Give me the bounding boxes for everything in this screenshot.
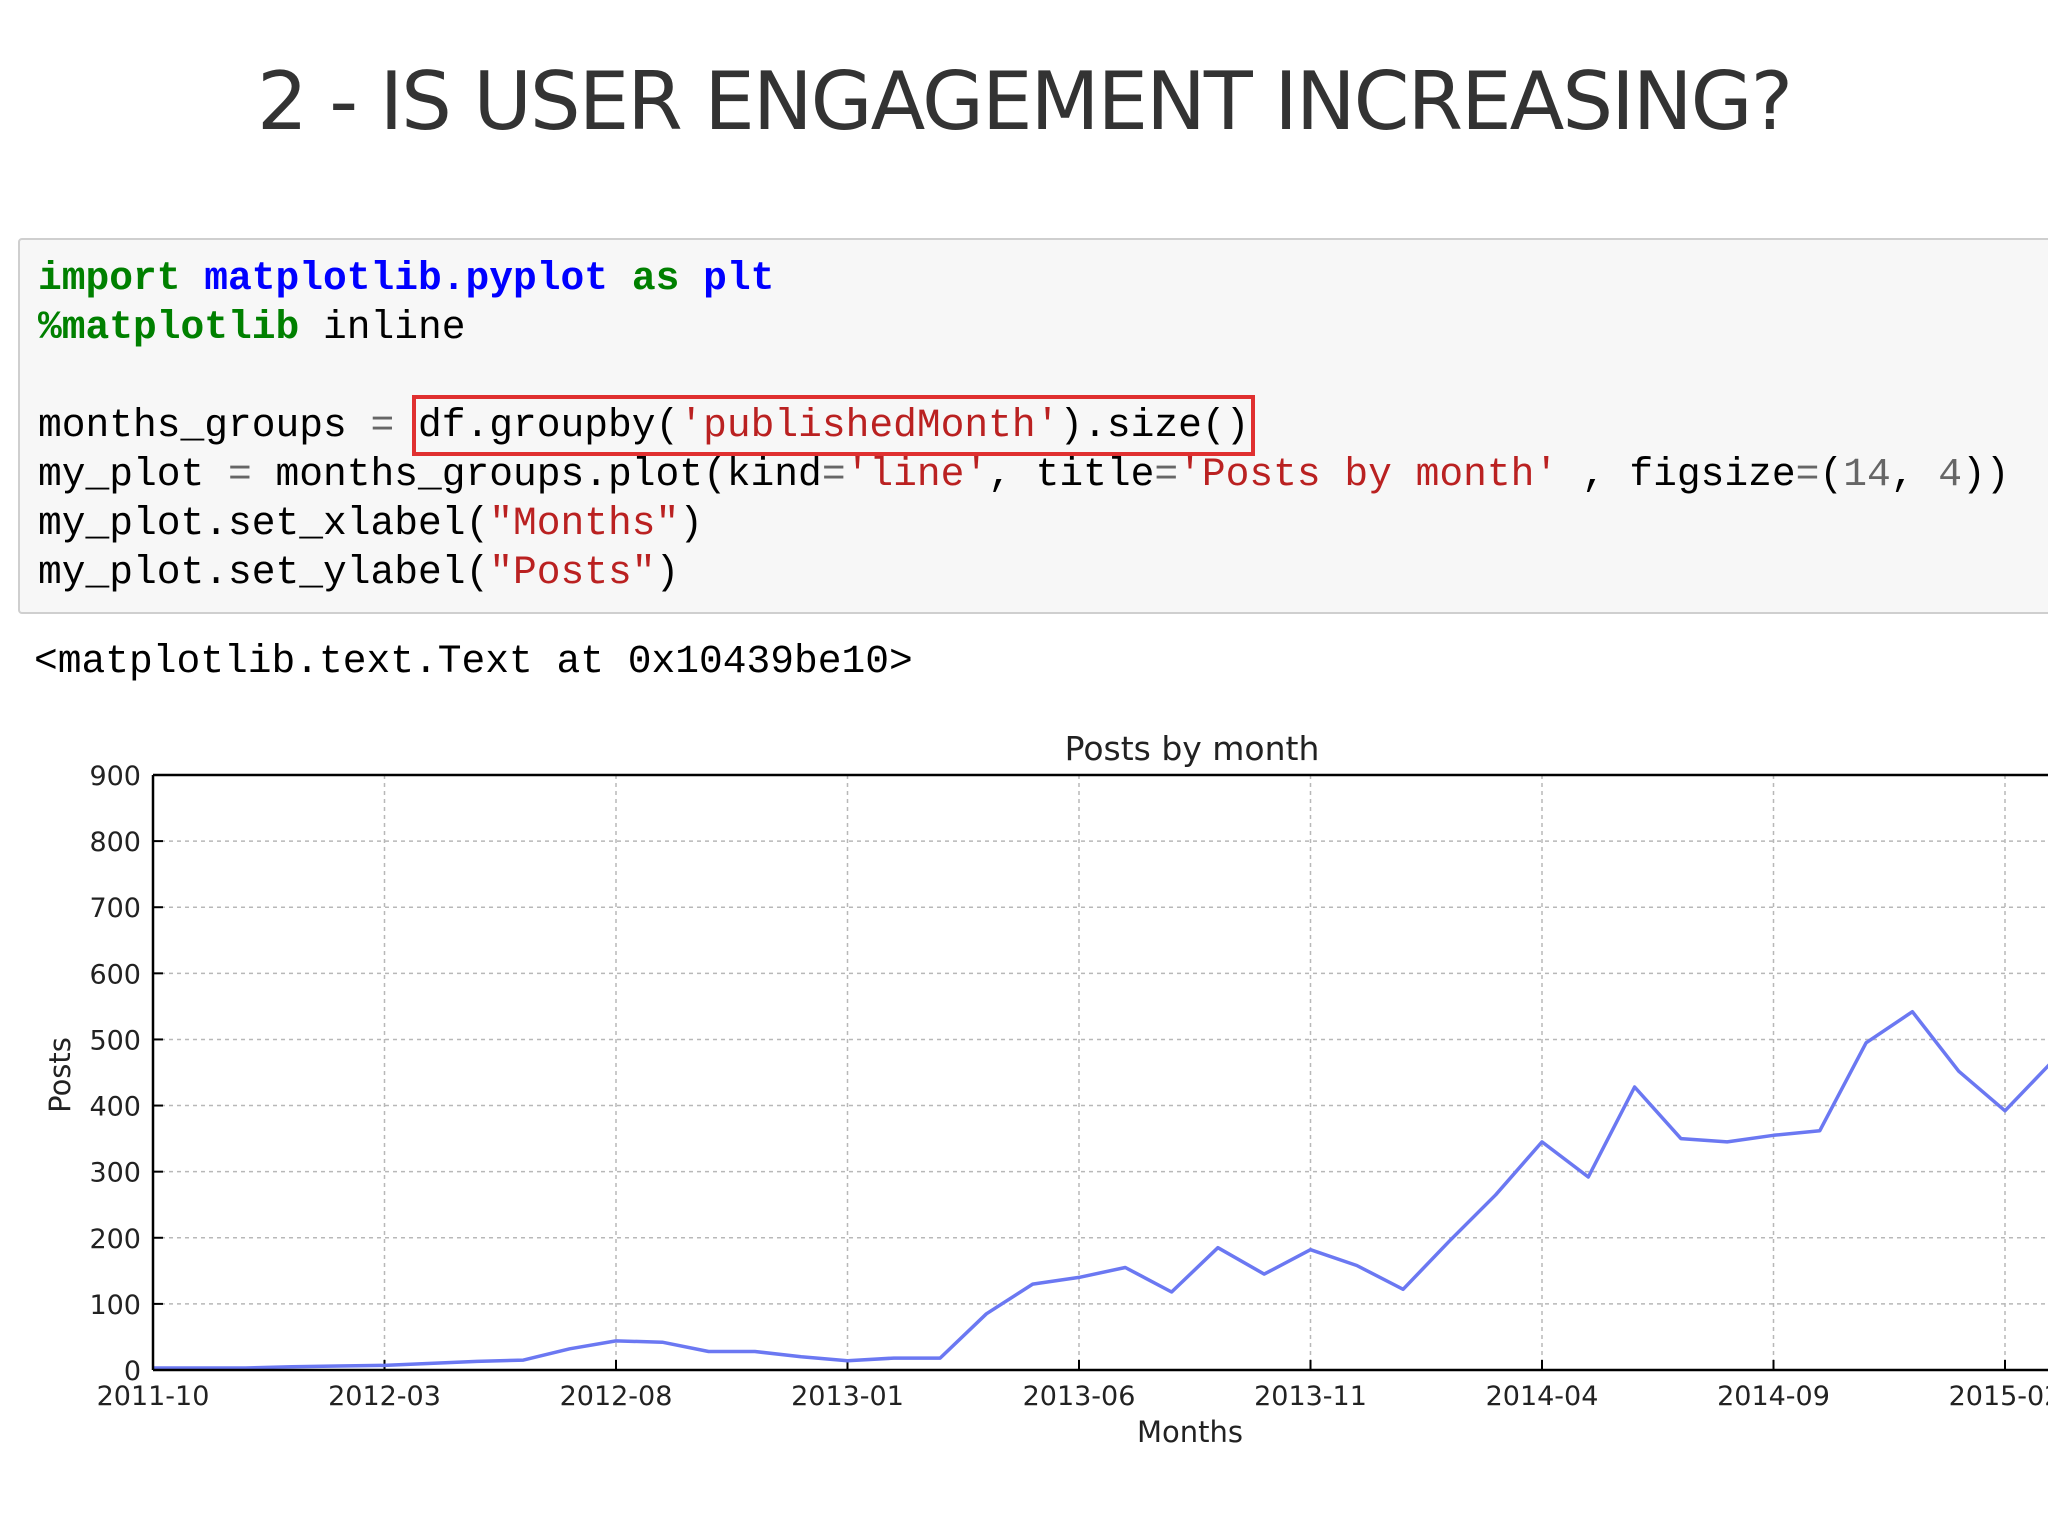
- x-tick-label: 2011-10: [97, 1381, 210, 1412]
- code-token: df.groupby(: [418, 403, 680, 448]
- code-token: ,: [1890, 452, 1939, 497]
- x-tick-label: 2014-09: [1717, 1381, 1830, 1412]
- y-tick-label: 700: [89, 893, 141, 924]
- x-tick-label: 2015-02: [1949, 1381, 2048, 1412]
- code-token: "Posts": [489, 550, 656, 595]
- code-token: my_plot.set_ylabel(: [38, 550, 490, 595]
- code-token: 'Posts by month': [1178, 452, 1559, 497]
- code-line-2: %matplotlib inline: [38, 305, 466, 350]
- x-tick-label: 2014-04: [1486, 1381, 1599, 1412]
- code-token: 4: [1938, 452, 1962, 497]
- x-tick-label: 2012-03: [328, 1381, 441, 1412]
- y-tick-label: 900: [89, 761, 141, 792]
- code-line-5: my_plot = months_groups.plot(kind='line'…: [38, 452, 2010, 497]
- code-token: "Months": [489, 501, 680, 546]
- code-token: =: [1154, 452, 1179, 497]
- module-alias: plt: [703, 256, 775, 301]
- code-token: 'line': [845, 452, 989, 497]
- x-tick-label: 2013-01: [791, 1381, 904, 1412]
- code-line-7: my_plot.set_ylabel("Posts"): [38, 550, 679, 595]
- code-cell[interactable]: import matplotlib.pyplot as plt %matplot…: [18, 238, 2048, 614]
- code-token: =: [1795, 452, 1820, 497]
- code-token: ).size(): [1059, 403, 1250, 448]
- keyword-import: import: [38, 256, 181, 301]
- code-token: =: [370, 403, 395, 448]
- code-token: months_groups.plot(kind: [251, 452, 822, 497]
- code-token: =: [821, 452, 846, 497]
- code-editor[interactable]: import matplotlib.pyplot as plt %matplot…: [38, 254, 2010, 597]
- y-tick-label: 200: [89, 1224, 141, 1255]
- x-tick-label: 2013-11: [1254, 1381, 1367, 1412]
- code-token: , title: [988, 452, 1155, 497]
- y-axis-ticks: 0 100 200 300 400 500 600 700 800 900: [89, 761, 163, 1387]
- code-token: ): [655, 550, 680, 595]
- y-tick-label: 0: [124, 1356, 141, 1387]
- x-axis-ticks: 2011-10 2012-03 2012-08 2013-01 2013-06 2013-…: [97, 1360, 2048, 1412]
- chart-title: Posts by month: [1065, 729, 1320, 768]
- code-token: [394, 403, 418, 448]
- y-tick-label: 400: [89, 1092, 141, 1123]
- magic-argument: inline: [299, 305, 466, 350]
- code-token: 'publishedMonth': [679, 403, 1060, 448]
- code-token: my_plot.set_xlabel(: [38, 501, 490, 546]
- module-name: matplotlib.pyplot: [204, 256, 609, 301]
- code-token: (: [1819, 452, 1844, 497]
- magic-command: %matplotlib: [38, 305, 300, 350]
- slide-title: 2 - IS USER ENGAGEMENT INCREASING?: [256, 55, 1793, 148]
- x-tick-label: 2012-08: [560, 1381, 673, 1412]
- code-line-6: my_plot.set_xlabel("Months"): [38, 501, 703, 546]
- code-token: months_groups: [38, 403, 371, 448]
- x-axis-label: Months: [1137, 1415, 1243, 1449]
- code-token: =: [228, 452, 252, 497]
- x-tick-label: 2013-06: [1023, 1381, 1136, 1412]
- code-line-4: months_groups = df.groupby('publishedMon…: [38, 395, 1256, 456]
- code-token: my_plot: [38, 452, 229, 497]
- y-tick-label: 300: [89, 1158, 141, 1189]
- chart-grid: [153, 774, 2048, 1370]
- highlight-box: df.groupby('publishedMonth').size(): [412, 395, 1256, 456]
- code-token: ): [679, 501, 704, 546]
- code-token: 14: [1843, 452, 1891, 497]
- y-tick-label: 800: [89, 827, 141, 858]
- code-token: )): [1961, 452, 2010, 497]
- keyword-as: as: [631, 256, 680, 301]
- y-tick-label: 500: [89, 1025, 141, 1056]
- series-line: [153, 1009, 2048, 1370]
- code-line-1: import matplotlib.pyplot as plt: [38, 256, 774, 301]
- posts-by-month-chart: Posts by month Months Posts 0 100 200 300 40…: [43, 729, 2048, 1449]
- y-tick-label: 600: [89, 959, 141, 990]
- cell-output-text: <matplotlib.text.Text at 0x10439be10>: [34, 639, 913, 684]
- y-axis-label: Posts: [43, 1037, 77, 1113]
- y-tick-label: 100: [89, 1290, 141, 1321]
- code-token: , figsize: [1558, 452, 1796, 497]
